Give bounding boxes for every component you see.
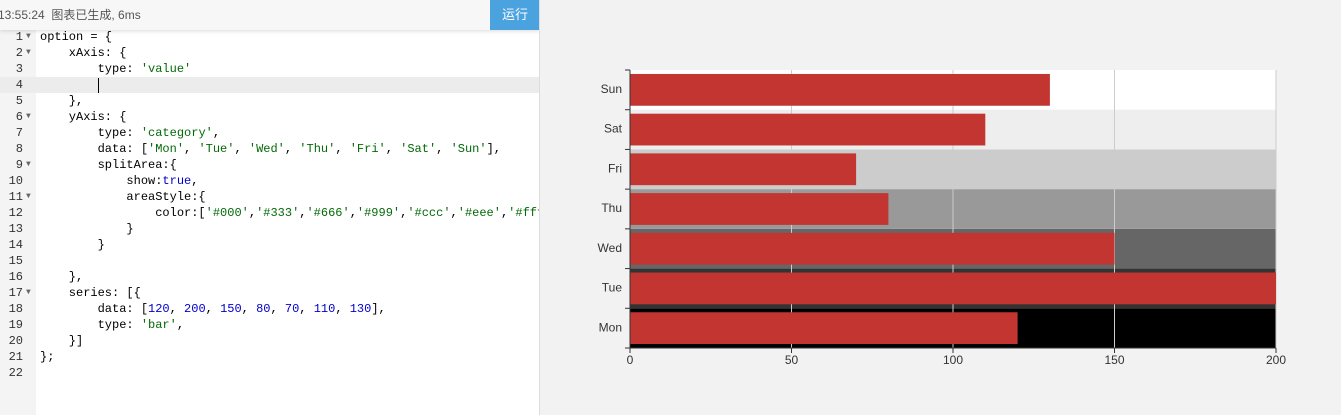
bar <box>630 73 1050 106</box>
code-line: 10 show:true, <box>0 173 539 189</box>
code-line: 7 type: 'category', <box>0 125 539 141</box>
y-tick-label: Thu <box>601 201 622 215</box>
line-number: 15 <box>8 254 23 268</box>
line-number: 2 <box>15 46 23 60</box>
code-text: yAxis: { <box>40 110 127 124</box>
code-text: option = { <box>40 30 113 44</box>
line-number: 9 <box>15 158 23 172</box>
text-cursor <box>98 78 99 93</box>
y-tick-label: Wed <box>598 241 622 255</box>
code-text: type: 'category', <box>40 126 221 140</box>
line-number: 16 <box>8 270 23 284</box>
code-line: 8 data: ['Mon', 'Tue', 'Wed', 'Thu', 'Fr… <box>0 141 539 157</box>
bar <box>630 113 986 146</box>
code-line: 19 type: 'bar', <box>0 317 539 333</box>
code-text: } <box>40 222 134 236</box>
y-tick-label: Sat <box>604 122 623 136</box>
bar <box>630 232 1115 265</box>
y-tick-label: Mon <box>599 320 622 334</box>
run-button[interactable]: 运行 <box>490 0 539 30</box>
line-number: 14 <box>8 238 23 252</box>
code-line: 12 color:['#000','#333','#666','#999','#… <box>0 205 539 221</box>
fold-toggle[interactable]: ▼ <box>26 288 31 297</box>
line-number: 1 <box>15 30 23 44</box>
line-number: 11 <box>8 190 23 204</box>
code-text: data: [120, 200, 150, 80, 70, 110, 130], <box>40 302 386 316</box>
line-number: 8 <box>15 142 23 156</box>
code-line: 16 }, <box>0 269 539 285</box>
line-number: 20 <box>8 334 23 348</box>
status-text: 13:55:24 图表已生成, 6ms <box>0 8 141 22</box>
y-tick-label: Sun <box>601 82 622 96</box>
code-line: 14 } <box>0 237 539 253</box>
code-line: 6 ▼ yAxis: { <box>0 109 539 125</box>
line-number: 3 <box>15 62 23 76</box>
fold-toggle[interactable]: ▼ <box>26 160 31 169</box>
code-text: }; <box>40 350 55 364</box>
line-number: 7 <box>15 126 23 140</box>
code-line: 18 data: [120, 200, 150, 80, 70, 110, 13… <box>0 301 539 317</box>
fold-toggle[interactable]: ▼ <box>26 112 31 121</box>
line-number: 19 <box>8 318 23 332</box>
y-tick-label: Tue <box>602 281 623 295</box>
gutter <box>0 30 36 415</box>
code-line: 11 ▼ areaStyle:{ <box>0 189 539 205</box>
code-line: 9 ▼ splitArea:{ <box>0 157 539 173</box>
code-text: xAxis: { <box>40 46 127 60</box>
code-line: 17 ▼ series: [{ <box>0 285 539 301</box>
code-line: 13 } <box>0 221 539 237</box>
code-line: 3 type: 'value' <box>0 61 539 77</box>
code-line: 21}; <box>0 349 539 365</box>
code-text: series: [{ <box>40 286 141 300</box>
x-tick-label: 200 <box>1266 353 1286 367</box>
line-number: 6 <box>15 110 23 124</box>
code-line: 2 ▼ xAxis: { <box>0 45 539 61</box>
code-text: splitArea:{ <box>40 158 177 172</box>
code-line: 15 <box>0 253 539 269</box>
code-text: } <box>40 238 105 252</box>
fold-toggle[interactable]: ▼ <box>26 32 31 41</box>
code-line: 5 }, <box>0 93 539 109</box>
x-tick-label: 100 <box>943 353 963 367</box>
code-line: 22 <box>0 365 539 381</box>
code-text: type: 'value' <box>40 62 192 76</box>
code-text: show:true, <box>40 174 199 188</box>
line-number: 13 <box>8 222 23 236</box>
code-text: areaStyle:{ <box>40 190 206 204</box>
line-number: 22 <box>8 366 23 380</box>
line-number: 5 <box>15 94 23 108</box>
code-line: 4 <box>0 77 539 93</box>
editor-panel: 13:55:24 图表已生成, 6ms 运行 1 ▼ option = {2 ▼ xA… <box>0 0 540 415</box>
fold-toggle[interactable]: ▼ <box>26 192 31 201</box>
code-text: type: 'bar', <box>40 318 185 332</box>
line-number: 10 <box>8 174 23 188</box>
code-line: 1 ▼ option = { <box>0 29 539 45</box>
bar <box>630 272 1276 305</box>
bar <box>630 312 1018 345</box>
y-tick-label: Fri <box>608 161 622 175</box>
line-number: 18 <box>8 302 23 316</box>
toolbar: 13:55:24 图表已生成, 6ms 运行 <box>0 0 539 30</box>
line-number: 12 <box>8 206 23 220</box>
x-tick-label: 50 <box>785 353 799 367</box>
code-text: data: ['Mon', 'Tue', 'Wed', 'Thu', 'Fri'… <box>40 142 501 156</box>
code-text: }, <box>40 270 84 284</box>
x-tick-label: 0 <box>627 353 634 367</box>
line-number: 17 <box>8 286 23 300</box>
code-text: }] <box>40 334 84 348</box>
code-line: 20 }] <box>0 333 539 349</box>
code-text: color:['#000','#333','#666','#999','#ccc… <box>40 206 539 220</box>
code-text: }, <box>40 94 84 108</box>
chart: 0 50 100 150 200 Mon Tue Wed Thu Fri Sat Sun <box>598 69 1286 367</box>
line-number: 4 <box>15 78 23 92</box>
fold-toggle[interactable]: ▼ <box>26 48 31 57</box>
bar <box>630 153 857 186</box>
line-number: 21 <box>8 350 23 364</box>
bar <box>630 193 889 225</box>
x-tick-label: 150 <box>1104 353 1124 367</box>
